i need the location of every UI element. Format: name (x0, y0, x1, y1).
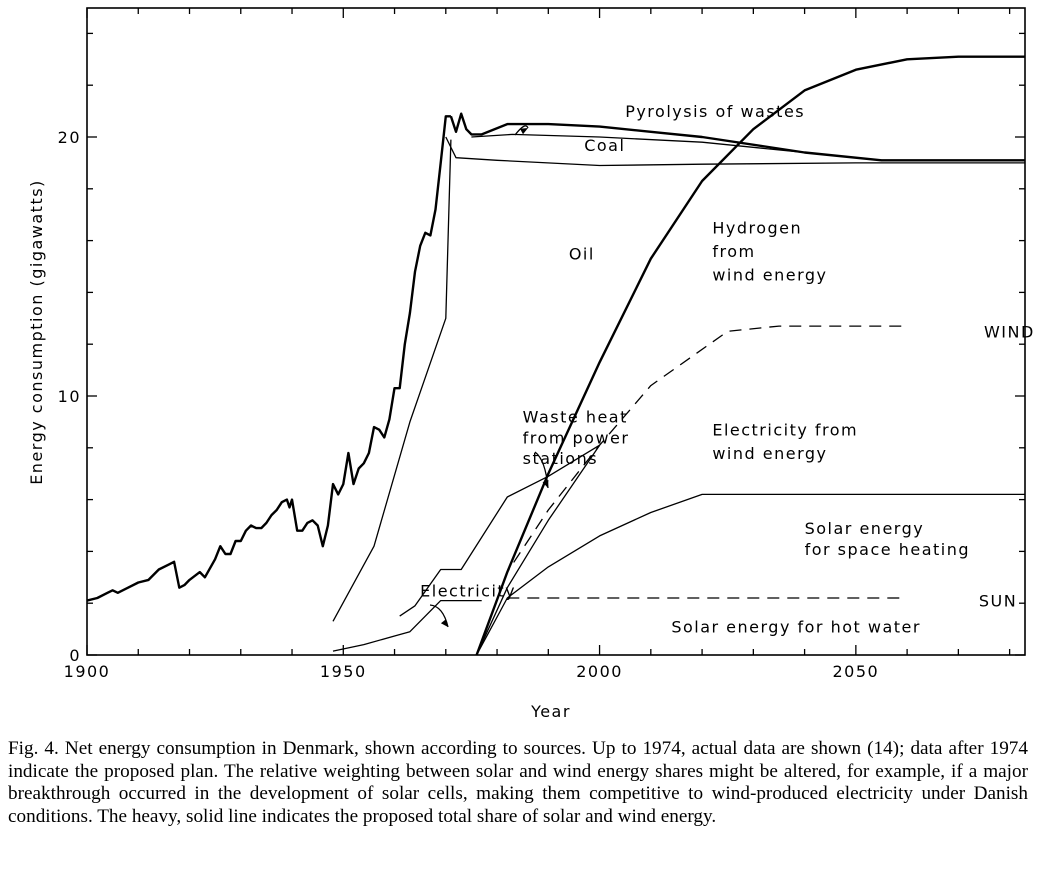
x-tick-label: 2000 (576, 662, 623, 681)
series-line-electricity-upper-boundary (332, 139, 452, 622)
series-line-coal (471, 133, 1025, 161)
series-line-hydrogen-from-wind-energy (475, 55, 1025, 656)
chart-annotation: Electricity from (712, 421, 858, 440)
y-tick-label: 20 (58, 128, 81, 147)
series-line-electricity (332, 599, 482, 652)
series-line-oil-lower-boundary (445, 136, 1025, 167)
x-tick-label: 2050 (832, 662, 879, 681)
chart-annotation: Coal (584, 136, 625, 155)
chart: 1900 1950 2000 2050 0 10 20 Pyrolysis of waste… (27, 7, 1035, 721)
y-tick-label: 10 (58, 387, 81, 406)
series-line-pyrolysis-of-wastes (449, 112, 1025, 162)
chart-annotation: Solar energy for hot water (671, 618, 921, 637)
y-tick-label: 0 (69, 646, 81, 665)
chart-series (86, 55, 1025, 656)
chart-annotation: Hydrogen (712, 219, 802, 238)
plot-frame (86, 7, 1026, 656)
chart-annotation: Pyrolysis of wastes (625, 102, 805, 121)
chart-annotation: Waste heat (523, 408, 628, 427)
chart-annotation: WIND (984, 322, 1035, 341)
series-line-oil-total-consumption-actual-to-1974 (86, 115, 451, 602)
chart-annotation: Oil (569, 245, 595, 264)
x-tick-label: 1950 (320, 662, 367, 681)
electricity-arrow (429, 604, 449, 628)
chart-axes: 1900 1950 2000 2050 0 10 20 (58, 7, 1026, 681)
figure-caption: Fig. 4. Net energy consumption in Denmar… (8, 738, 1028, 827)
chart-annotation: from (712, 242, 755, 261)
x-axis-title: Year (530, 702, 571, 721)
chart-annotation: wind energy (712, 444, 827, 463)
chart-annotation: stations (523, 449, 598, 468)
chart-annotation: for space heating (805, 540, 970, 559)
series-line-electricity-from-wind-energy (476, 444, 601, 656)
waste-heat-arrow-head (542, 480, 549, 488)
x-tick-label: 1900 (64, 662, 111, 681)
chart-annotation: from power (523, 428, 630, 447)
y-axis-title: Energy consumption (gigawatts) (27, 179, 46, 485)
electricity-arrow-head (440, 619, 448, 627)
chart-annotation: Solar energy (805, 519, 925, 538)
chart-annotation: wind energy (712, 265, 827, 284)
pyrolysis-arrow (514, 125, 529, 136)
chart-arrows (429, 125, 549, 628)
chart-annotation: Electricity (420, 581, 516, 600)
pyrolysis-arrow-head (520, 128, 528, 135)
series-line-waste-heat-from-power-stations (399, 444, 600, 617)
chart-annotation: SUN (979, 592, 1017, 611)
series-line-wind (475, 325, 908, 656)
